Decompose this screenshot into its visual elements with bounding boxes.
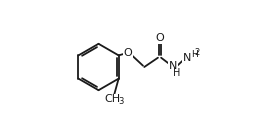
Text: O: O xyxy=(123,48,132,58)
Text: N: N xyxy=(183,53,192,63)
Text: H: H xyxy=(174,68,181,78)
Text: 3: 3 xyxy=(119,97,124,106)
Text: O: O xyxy=(155,33,164,43)
Text: N: N xyxy=(169,61,178,71)
Text: CH: CH xyxy=(104,94,120,105)
Text: 2: 2 xyxy=(195,48,200,57)
Text: H: H xyxy=(192,50,198,59)
